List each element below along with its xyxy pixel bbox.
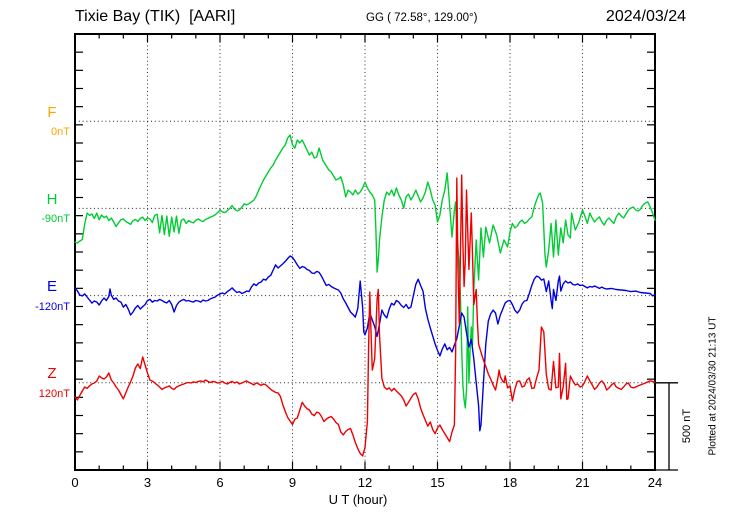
plot-date: 2024/03/24 (605, 8, 686, 25)
component-baseline-label-H: -90nT (41, 213, 70, 225)
component-label-H: H (46, 191, 58, 208)
x-tick-label: 21 (575, 475, 590, 490)
series-E-polyline (74, 255, 656, 432)
series-Z-polyline (74, 174, 656, 457)
plot-frame (74, 33, 656, 471)
geographic-coordinates: GG ( 72.58°, 129.00°) (366, 12, 478, 24)
x-tick-label: 3 (143, 475, 152, 490)
x-tick-label: 24 (647, 475, 663, 490)
component-label-E: E (46, 278, 57, 295)
x-axis-title: U T (hour) (328, 492, 388, 507)
x-tick-label: 9 (288, 475, 297, 490)
plotted-timestamp-note: Plotted at 2024/03/30 21:13 UT (707, 316, 719, 456)
x-tick-label: 15 (430, 475, 445, 490)
x-tick-label: 6 (216, 475, 224, 490)
x-tick-label: 12 (357, 475, 373, 490)
scale-bar-label: 500 nT (681, 408, 693, 444)
component-baseline-label-F: 0nT (51, 126, 70, 138)
station-title: Tixie Bay (TIK) [AARI] (75, 8, 236, 25)
component-baseline-label-E: -120nT (35, 301, 70, 313)
component-label-Z: Z (47, 365, 57, 382)
component-baseline-label-Z: 120nT (38, 388, 70, 400)
series-H-polyline (74, 134, 656, 409)
x-tick-label: 0 (71, 475, 79, 490)
x-tick-label: 18 (502, 475, 518, 490)
component-label-F: F (47, 104, 57, 121)
